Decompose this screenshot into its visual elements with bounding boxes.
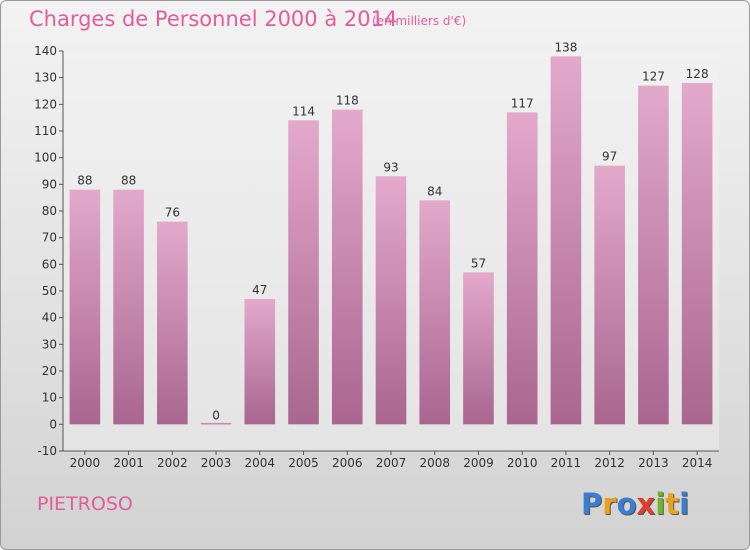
- value-label-2001: 88: [121, 174, 136, 188]
- bar-2002: [157, 221, 188, 425]
- y-tick-label: 100: [34, 151, 57, 165]
- x-tick-label-2005: 2005: [288, 456, 319, 470]
- value-label-2010: 117: [511, 96, 534, 110]
- value-label-2002: 76: [165, 206, 180, 220]
- x-tick-label-2001: 2001: [113, 456, 144, 470]
- bars: 88 88 76 0 47 114 118 93 84 57 117 138 97 127 128: [69, 40, 713, 425]
- value-label-2014: 128: [686, 67, 709, 81]
- chart-subtitle: (en milliers d'€): [372, 14, 467, 28]
- bar-2000: [69, 189, 101, 425]
- bar-2003: [200, 422, 232, 425]
- y-tick-label: 110: [34, 124, 57, 138]
- bar-2004: [244, 299, 276, 425]
- bar-2011: [550, 56, 582, 425]
- bar-2012: [594, 165, 625, 425]
- x-tick-label-2012: 2012: [594, 456, 625, 470]
- bar-2014: [681, 83, 713, 425]
- y-tick-label: -10: [37, 444, 57, 458]
- value-label-2011: 138: [554, 40, 577, 54]
- y-tick-label: 20: [42, 364, 57, 378]
- bar-2013: [638, 85, 669, 425]
- x-tick-label-2010: 2010: [507, 456, 538, 470]
- y-tick-label: 120: [34, 97, 57, 111]
- y-tick-label: 70: [42, 231, 57, 245]
- x-tick-label-2006: 2006: [332, 456, 363, 470]
- y-tick-label: 90: [42, 177, 57, 191]
- x-tick-label-2014: 2014: [682, 456, 713, 470]
- chart-title: Charges de Personnel 2000 à 2014: [29, 7, 398, 31]
- logo-letter: P: [581, 487, 603, 521]
- bar-2009: [463, 272, 494, 425]
- value-label-2000: 88: [77, 174, 92, 188]
- bar-2007: [375, 176, 407, 425]
- x-tick-label-2011: 2011: [551, 456, 582, 470]
- bar-2005: [288, 120, 319, 425]
- logo-letter: x: [636, 487, 656, 521]
- logo-letter: o: [616, 487, 637, 521]
- y-tick-label: 80: [42, 204, 57, 218]
- value-label-2008: 84: [427, 184, 442, 198]
- bar-2008: [419, 200, 451, 425]
- x-tick-label-2008: 2008: [419, 456, 450, 470]
- y-tick-label: 50: [42, 284, 57, 298]
- y-tick-label: 140: [34, 44, 57, 58]
- value-label-2009: 57: [471, 256, 486, 270]
- y-tick-label: 130: [34, 71, 57, 85]
- value-label-2004: 47: [252, 283, 267, 297]
- x-tick-label-2003: 2003: [201, 456, 232, 470]
- bar-2006: [331, 109, 363, 425]
- x-tick-label-2007: 2007: [376, 456, 407, 470]
- commune-name: PIETROSO: [37, 493, 133, 515]
- value-label-2007: 93: [383, 160, 398, 174]
- x-tick-label-2013: 2013: [638, 456, 669, 470]
- proxiti-logo[interactable]: Proxiti: [581, 487, 689, 521]
- y-tick-label: 60: [42, 257, 57, 271]
- value-label-2012: 97: [602, 150, 617, 164]
- x-tick-label-2002: 2002: [157, 456, 188, 470]
- bar-2001: [113, 189, 144, 425]
- y-tick-label: 10: [42, 391, 57, 405]
- y-tick-label: 0: [49, 417, 57, 431]
- bar-2010: [506, 112, 538, 425]
- x-tick-label-2009: 2009: [463, 456, 494, 470]
- value-label-2006: 118: [336, 94, 359, 108]
- x-tick-label-2004: 2004: [245, 456, 276, 470]
- logo-letter: i: [679, 487, 690, 521]
- x-tick-label-2000: 2000: [70, 456, 101, 470]
- y-tick-label: 30: [42, 337, 57, 351]
- value-label-2005: 114: [292, 104, 315, 118]
- logo-letter: t: [665, 487, 680, 521]
- value-label-2013: 127: [642, 70, 665, 84]
- y-tick-label: 40: [42, 311, 57, 325]
- logo-letter: i: [655, 487, 666, 521]
- value-label-2003: 0: [212, 408, 220, 422]
- logo-letter: r: [602, 487, 617, 521]
